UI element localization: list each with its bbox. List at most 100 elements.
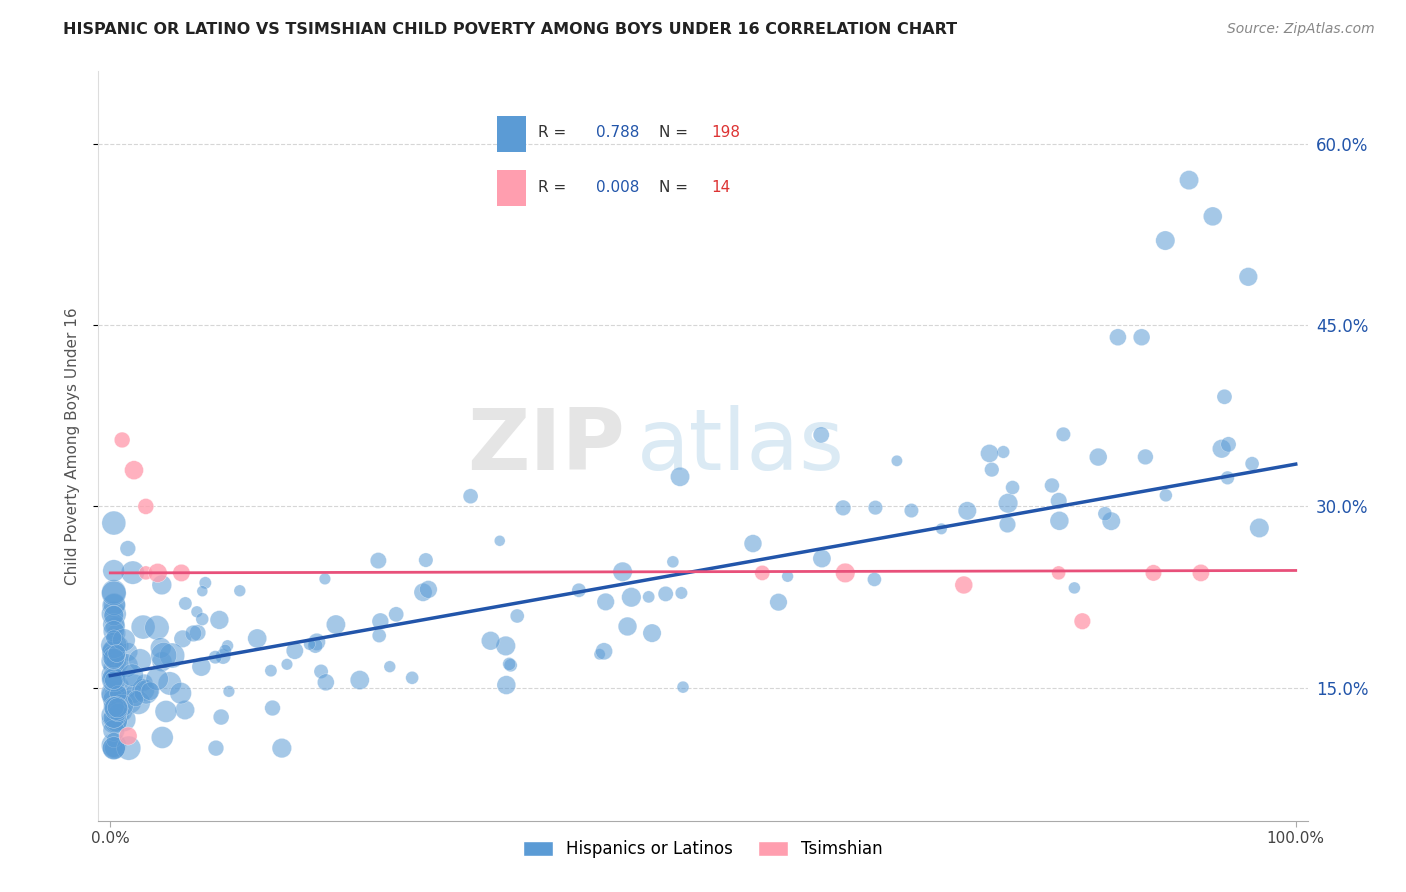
Point [672, 680, 695, 694]
Text: HISPANIC OR LATINO VS TSIMSHIAN CHILD POVERTY AMONG BOYS UNDER 16 CORRELATION CH: HISPANIC OR LATINO VS TSIMSHIAN CHILD PO… [63, 22, 957, 37]
Point [170, 566, 193, 580]
Point [103, 661, 125, 675]
Point [1216, 471, 1239, 485]
Point [1094, 507, 1116, 521]
Point [612, 565, 634, 579]
Point [1202, 210, 1225, 224]
Point [103, 631, 125, 645]
Point [149, 640, 172, 655]
Point [111, 698, 134, 713]
Point [103, 741, 125, 756]
Point [641, 626, 664, 640]
Point [103, 741, 125, 756]
Point [103, 723, 125, 738]
Point [172, 632, 194, 646]
Point [103, 651, 125, 665]
Point [1063, 581, 1085, 595]
Point [103, 686, 125, 700]
Point [952, 578, 974, 592]
Point [103, 655, 125, 669]
Point [103, 639, 125, 653]
Point [103, 654, 125, 668]
Point [1040, 478, 1063, 492]
Point [479, 633, 502, 648]
Point [900, 503, 922, 517]
Point [751, 566, 773, 580]
Point [654, 587, 676, 601]
Point [325, 617, 347, 632]
Point [115, 658, 138, 673]
Point [214, 643, 236, 657]
Point [349, 673, 371, 687]
Point [117, 729, 139, 743]
Point [103, 708, 125, 723]
Point [112, 705, 135, 719]
Point [460, 489, 482, 503]
Point [150, 578, 173, 592]
Point [183, 626, 205, 640]
Point [155, 705, 177, 719]
Point [103, 649, 125, 664]
Point [187, 625, 209, 640]
Point [103, 585, 125, 599]
Point [1052, 427, 1074, 442]
Point [121, 668, 143, 682]
Text: atlas: atlas [637, 404, 845, 488]
Point [810, 428, 832, 442]
Point [315, 675, 337, 690]
Point [194, 575, 217, 590]
Point [246, 632, 269, 646]
Point [401, 671, 423, 685]
Point [262, 701, 284, 715]
Y-axis label: Child Poverty Among Boys Under 16: Child Poverty Among Boys Under 16 [65, 307, 80, 585]
Point [412, 585, 434, 599]
Point [103, 624, 125, 639]
Point [260, 664, 283, 678]
Point [103, 607, 125, 622]
Point [270, 741, 292, 756]
Point [637, 590, 659, 604]
Point [103, 733, 125, 747]
Point [103, 655, 125, 669]
Point [811, 551, 834, 566]
Point [499, 658, 522, 673]
Point [103, 669, 125, 683]
Point [284, 643, 307, 657]
Point [152, 648, 174, 663]
Point [132, 620, 155, 634]
Point [385, 607, 408, 622]
Point [993, 445, 1015, 459]
Point [135, 500, 157, 514]
Point [107, 708, 129, 723]
Point [832, 500, 855, 515]
Point [105, 647, 128, 661]
Point [1249, 521, 1271, 535]
Point [415, 553, 437, 567]
Point [122, 678, 145, 692]
Point [595, 595, 617, 609]
Point [122, 687, 145, 701]
Point [105, 701, 128, 715]
Legend: Hispanics or Latinos, Tsimshian: Hispanics or Latinos, Tsimshian [516, 833, 890, 864]
Point [174, 703, 197, 717]
Point [118, 741, 141, 756]
Point [314, 572, 336, 586]
Point [135, 685, 157, 699]
Point [309, 665, 332, 679]
Point [1178, 173, 1201, 187]
Point [103, 699, 125, 714]
Point [997, 496, 1019, 510]
Point [103, 673, 125, 688]
Point [218, 684, 240, 698]
Point [212, 649, 235, 664]
Point [104, 741, 127, 756]
Point [103, 617, 125, 632]
Point [128, 696, 150, 710]
Point [112, 633, 135, 648]
Point [103, 698, 125, 712]
Point [105, 714, 128, 729]
Point [1047, 514, 1070, 528]
Point [229, 583, 252, 598]
Point [1099, 514, 1122, 528]
Point [139, 684, 162, 698]
